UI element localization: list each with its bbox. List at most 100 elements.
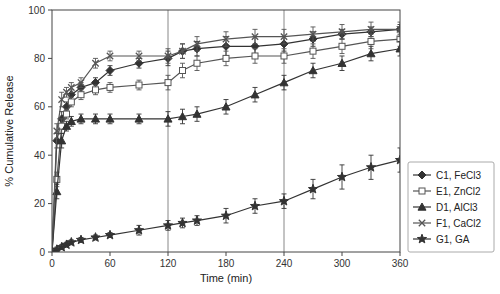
legend-item: E1, ZnCl2 xyxy=(413,186,481,197)
error-bar xyxy=(79,78,84,88)
error-bar xyxy=(59,119,64,134)
error-bar xyxy=(137,80,142,90)
data-point xyxy=(180,68,186,74)
legend-marker xyxy=(418,171,426,179)
series xyxy=(52,41,400,252)
x-axis-label: Time (min) xyxy=(200,272,252,284)
data-point xyxy=(250,201,259,210)
data-point xyxy=(339,29,345,35)
y-tick-label: 60 xyxy=(34,101,46,112)
data-point xyxy=(396,45,400,52)
data-point xyxy=(308,184,317,193)
data-point xyxy=(178,218,187,227)
data-point xyxy=(136,82,142,88)
data-point xyxy=(58,96,64,102)
data-point xyxy=(165,53,171,59)
y-tick-label: 40 xyxy=(34,150,46,161)
legend-item: D1, AlCl3 xyxy=(413,202,478,213)
series xyxy=(52,148,400,252)
data-point xyxy=(91,233,100,242)
error-bar xyxy=(166,49,171,64)
error-bar xyxy=(224,51,229,66)
data-point xyxy=(78,92,84,98)
legend-label: E1, ZnCl2 xyxy=(436,186,481,197)
y-tick xyxy=(48,106,52,107)
series-line xyxy=(52,160,400,252)
data-point xyxy=(64,111,70,117)
x-tick-label: 0 xyxy=(49,258,55,269)
data-point xyxy=(310,48,316,54)
legend-label: C1, FeCl3 xyxy=(436,170,481,181)
error-bar xyxy=(64,87,69,97)
data-point xyxy=(221,211,230,220)
error-bar xyxy=(166,75,171,90)
data-point xyxy=(93,87,99,93)
data-point xyxy=(279,196,288,205)
data-point xyxy=(76,235,85,244)
legend-item: G1, GA xyxy=(413,234,470,245)
data-point xyxy=(68,84,74,90)
y-tick xyxy=(48,10,52,11)
data-point xyxy=(222,103,230,110)
data-point xyxy=(135,115,143,122)
error-bar xyxy=(340,39,345,54)
error-bar xyxy=(54,124,59,139)
error-bar xyxy=(369,22,374,37)
data-point xyxy=(136,53,142,59)
x-tick xyxy=(52,252,53,256)
y-tick xyxy=(48,155,52,156)
y-tick-label: 0 xyxy=(39,247,45,258)
error-bar xyxy=(69,97,74,107)
x-tick-label: 180 xyxy=(218,258,235,269)
x-tick xyxy=(342,252,343,256)
series xyxy=(52,32,400,252)
error-bar xyxy=(137,51,142,61)
error-bar xyxy=(311,27,316,42)
series-line xyxy=(52,49,400,252)
legend-label: G1, GA xyxy=(436,234,470,245)
y-axis-label: % Cumulative Release xyxy=(3,75,15,186)
data-point xyxy=(107,84,113,90)
data-point xyxy=(338,59,346,66)
error-bar xyxy=(108,83,113,93)
data-point xyxy=(58,137,66,144)
data-point xyxy=(179,48,185,54)
error-bar xyxy=(93,58,98,68)
error-bar xyxy=(311,44,316,59)
data-point xyxy=(309,67,317,74)
axes: 060120180240300360020406080100 xyxy=(28,5,408,270)
error-bar xyxy=(195,56,200,71)
data-point xyxy=(280,79,288,86)
x-tick xyxy=(226,252,227,256)
data-point xyxy=(310,31,316,37)
series xyxy=(52,25,400,252)
data-point xyxy=(252,53,258,59)
y-tick-label: 80 xyxy=(34,53,46,64)
series-line xyxy=(52,29,400,252)
error-bar xyxy=(180,44,185,59)
data-point xyxy=(367,50,375,57)
legend-marker xyxy=(419,188,425,194)
y-tick xyxy=(48,203,52,204)
data-point xyxy=(77,115,85,122)
data-point xyxy=(194,60,200,66)
y-tick xyxy=(48,58,52,59)
x-tick-label: 240 xyxy=(276,258,293,269)
data-point xyxy=(106,115,114,122)
data-point xyxy=(223,55,229,61)
chart: 060120180240300360020406080100Time (min)… xyxy=(0,0,500,294)
data-point xyxy=(164,115,172,122)
data-point xyxy=(68,99,74,105)
series-line xyxy=(52,39,400,252)
error-bar xyxy=(69,83,74,93)
data-point xyxy=(281,33,287,39)
x-tick-label: 120 xyxy=(160,258,177,269)
data-point xyxy=(67,238,76,247)
data-point xyxy=(92,115,100,122)
legend: C1, FeCl3E1, ZnCl2D1, AlCl3F1, CaCl2G1, … xyxy=(408,162,494,252)
series xyxy=(52,22,400,252)
error-bar xyxy=(180,63,185,78)
data-point xyxy=(67,117,75,124)
data-point xyxy=(134,225,143,234)
legend-marker xyxy=(419,220,425,226)
